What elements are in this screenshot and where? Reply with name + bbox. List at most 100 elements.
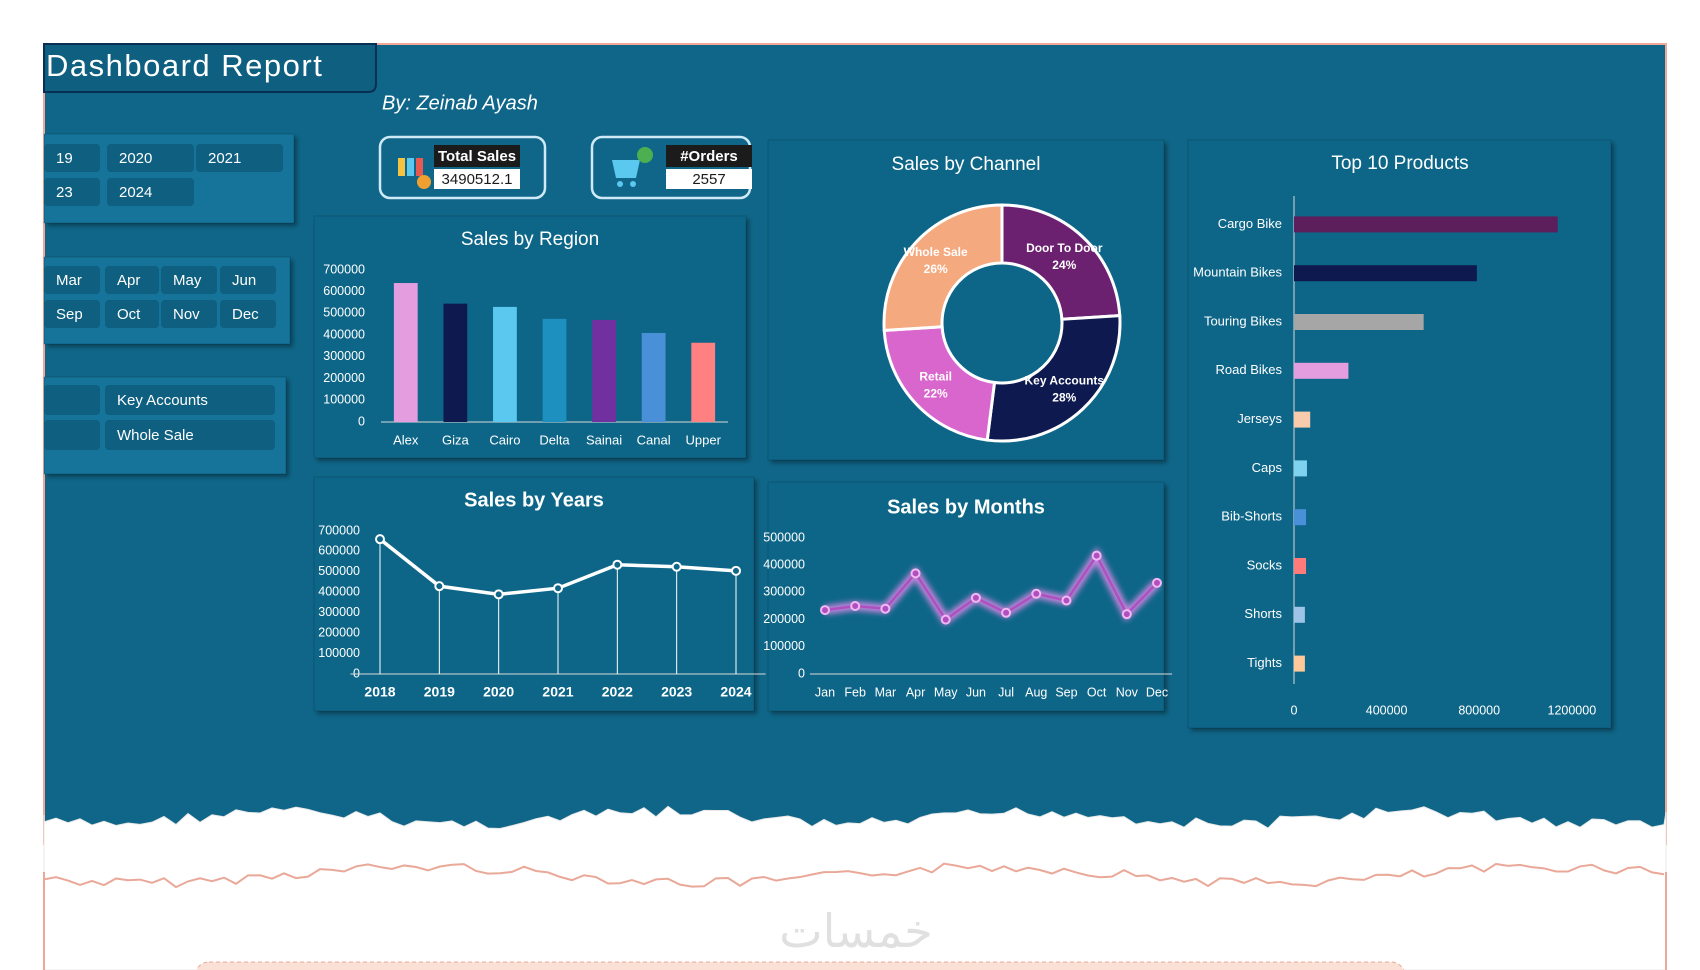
chart-panel — [1187, 139, 1612, 729]
y-tick-label: 600000 — [323, 284, 365, 298]
torn-edge — [43, 805, 1667, 970]
slicer-label[interactable]: Sep — [56, 306, 83, 323]
x-tick-label: Jan — [815, 685, 835, 699]
marker — [1001, 607, 1012, 618]
x-tick-label: Jun — [966, 685, 986, 699]
x-tick-label: Cairo — [489, 432, 520, 447]
y-tick-label: 700000 — [318, 523, 360, 537]
slicer-button[interactable] — [44, 300, 100, 328]
donut-slice — [882, 325, 997, 442]
chart-title: Sales by Region — [461, 229, 599, 250]
x-tick-label: 2021 — [542, 684, 573, 700]
x-tick-label: Oct — [1087, 685, 1107, 699]
y-tick-label: Jerseys — [1237, 411, 1282, 426]
y-tick-label: 500000 — [763, 530, 805, 544]
slicer-button[interactable] — [105, 420, 275, 450]
kpi-value-box — [666, 169, 752, 189]
slice-label: Key Accounts — [1025, 374, 1105, 388]
y-tick-label: Touring Bikes — [1204, 313, 1283, 328]
slicer-label[interactable]: Jun — [232, 272, 256, 289]
slicer-label[interactable]: May — [173, 272, 202, 289]
slicer-label[interactable]: 2024 — [119, 184, 152, 201]
y-tick-label: 0 — [353, 666, 360, 680]
bar — [493, 306, 517, 422]
slicer-button[interactable] — [44, 266, 100, 294]
kpi-icon — [612, 160, 640, 178]
x-tick-label: Jul — [998, 685, 1014, 699]
dashboard-title: Dashboard Report — [46, 48, 323, 83]
slicer-label[interactable]: 23 — [56, 184, 73, 201]
marker — [970, 592, 981, 603]
bar — [691, 342, 716, 422]
marker — [1152, 577, 1162, 588]
bar — [592, 319, 616, 422]
slicer-button[interactable] — [161, 300, 217, 328]
slicer-button[interactable] — [107, 144, 194, 172]
marker — [612, 559, 623, 570]
y-tick-label: 200000 — [318, 625, 360, 639]
kpi-icon — [617, 181, 623, 187]
y-tick-label: 400000 — [318, 585, 360, 599]
slicer-label[interactable]: Nov — [173, 306, 200, 323]
y-tick-label: 300000 — [763, 585, 805, 599]
x-tick-label: Aug — [1025, 685, 1047, 699]
x-tick-label: Giza — [442, 432, 470, 447]
x-tick-label: Nov — [1116, 685, 1139, 699]
title-box — [43, 43, 377, 93]
kpi-value-box — [434, 169, 520, 189]
marker — [671, 561, 682, 572]
y-tick-label: 300000 — [323, 349, 365, 363]
y-tick-label: Mountain Bikes — [1193, 265, 1282, 280]
slicer-button[interactable] — [105, 300, 159, 328]
marker — [1121, 609, 1132, 620]
x-tick-label: 2023 — [661, 684, 692, 700]
donut-slice — [1000, 203, 1122, 321]
slice-value-label: 26% — [924, 262, 948, 276]
slicer-button[interactable] — [196, 144, 283, 172]
chart-title: Sales by Months — [887, 496, 1045, 518]
slicer-label[interactable]: 19 — [56, 150, 73, 167]
kpi-label-box — [434, 145, 520, 167]
x-tick-label: Alex — [393, 432, 419, 447]
slicer-button[interactable] — [220, 266, 276, 294]
bar — [1294, 460, 1307, 477]
slicer-button[interactable] — [44, 144, 100, 172]
bottom-card — [195, 961, 1405, 970]
y-tick-label: Tights — [1247, 655, 1282, 670]
chart-panel — [313, 476, 755, 712]
y-tick-label: Road Bikes — [1216, 362, 1283, 377]
slicer-label[interactable]: Dec — [232, 306, 259, 323]
bar — [1294, 216, 1558, 233]
slicer-button[interactable] — [44, 385, 100, 415]
slicer-label[interactable]: 2021 — [208, 150, 241, 167]
x-tick-label: 2022 — [602, 684, 633, 700]
x-tick-label: 400000 — [1366, 703, 1408, 717]
slicer-button[interactable] — [161, 266, 217, 294]
marker — [434, 581, 445, 592]
x-tick-label: May — [934, 685, 958, 699]
slicer-label[interactable]: Apr — [117, 272, 140, 289]
slicer-label[interactable]: Whole Sale — [117, 427, 194, 444]
slicer-label[interactable]: 2020 — [119, 150, 152, 167]
slicer-button[interactable] — [105, 385, 275, 415]
x-tick-label: Sep — [1055, 685, 1077, 699]
slicer-label[interactable]: Oct — [117, 306, 141, 323]
bar — [1294, 606, 1305, 623]
bar — [443, 303, 468, 422]
donut-slice — [882, 203, 1004, 333]
bar — [1294, 558, 1307, 574]
slicer-button[interactable] — [44, 178, 100, 206]
x-tick-label: 2024 — [720, 684, 751, 700]
x-tick-label: 2019 — [424, 684, 455, 700]
bar — [1294, 362, 1349, 379]
y-tick-label: Bib-Shorts — [1221, 509, 1282, 524]
slicer-label[interactable]: Mar — [56, 272, 82, 289]
slicer-button[interactable] — [107, 178, 194, 206]
slicer-button[interactable] — [105, 266, 159, 294]
slicer-button[interactable] — [44, 420, 100, 450]
slicer-button[interactable] — [220, 300, 276, 328]
slicer-label[interactable]: Key Accounts — [117, 392, 208, 409]
marker — [1061, 595, 1072, 606]
bar — [641, 332, 666, 422]
panels — [43, 133, 1612, 729]
